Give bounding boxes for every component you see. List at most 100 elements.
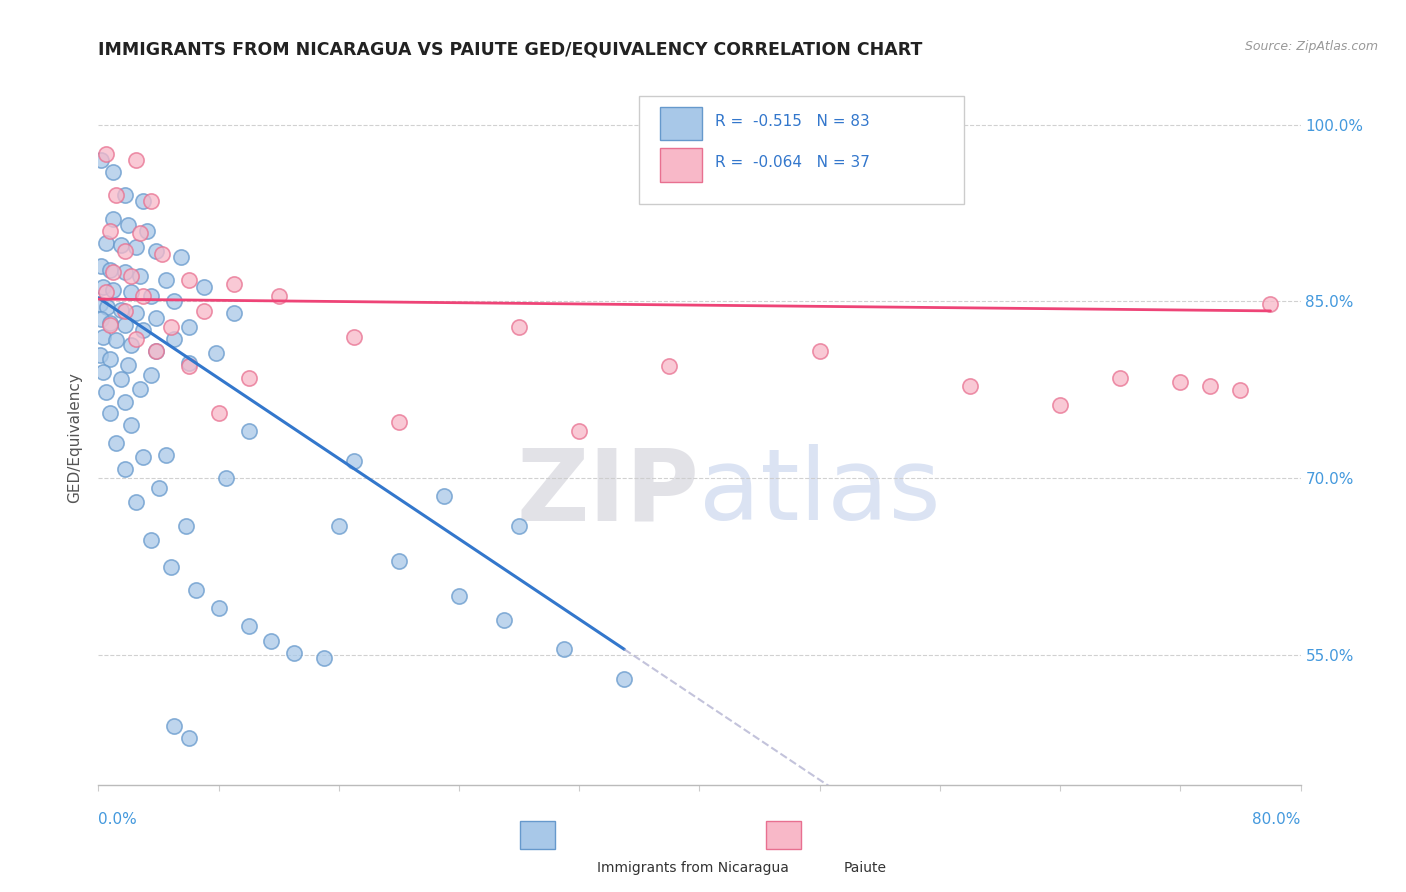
Point bbox=[132, 450, 155, 464]
Point bbox=[100, 316, 122, 330]
Point bbox=[447, 589, 470, 603]
Y-axis label: GED/Equivalency: GED/Equivalency bbox=[67, 372, 83, 502]
Point bbox=[110, 372, 132, 386]
Point bbox=[238, 619, 260, 633]
Point bbox=[100, 407, 122, 421]
Point bbox=[177, 320, 200, 334]
Point bbox=[808, 343, 831, 358]
Point bbox=[114, 304, 136, 318]
Point bbox=[193, 280, 215, 294]
Text: ZIP: ZIP bbox=[516, 444, 700, 541]
Point bbox=[1229, 383, 1251, 397]
Point bbox=[508, 320, 530, 334]
Point bbox=[132, 323, 155, 337]
Point bbox=[159, 320, 181, 334]
Point bbox=[121, 268, 143, 283]
Text: Paiute: Paiute bbox=[844, 862, 887, 875]
Point bbox=[129, 268, 152, 283]
Point bbox=[184, 583, 207, 598]
Point bbox=[193, 304, 215, 318]
Point bbox=[222, 306, 245, 320]
Point bbox=[959, 379, 981, 393]
Point bbox=[177, 359, 200, 374]
Point bbox=[433, 489, 456, 503]
Point bbox=[117, 358, 139, 372]
Point bbox=[222, 277, 245, 291]
Point bbox=[215, 471, 238, 485]
Point bbox=[238, 371, 260, 385]
Point bbox=[100, 352, 122, 367]
Point bbox=[132, 288, 155, 302]
Point bbox=[155, 273, 177, 287]
Point bbox=[91, 365, 114, 379]
Text: Source: ZipAtlas.com: Source: ZipAtlas.com bbox=[1244, 40, 1378, 54]
Bar bbox=[659, 106, 702, 140]
Point bbox=[103, 165, 125, 179]
Point bbox=[145, 343, 167, 358]
Point bbox=[89, 297, 111, 311]
Point bbox=[90, 312, 112, 326]
Point bbox=[150, 247, 173, 261]
Point bbox=[155, 448, 177, 462]
Point bbox=[125, 153, 148, 167]
Point bbox=[139, 194, 162, 209]
Point bbox=[170, 250, 193, 264]
Point bbox=[283, 646, 305, 660]
Point bbox=[89, 347, 111, 361]
Point bbox=[343, 453, 366, 467]
Point bbox=[105, 334, 128, 348]
Point bbox=[94, 385, 117, 400]
Point bbox=[125, 240, 148, 254]
Point bbox=[177, 731, 200, 745]
Point bbox=[139, 533, 162, 547]
Point bbox=[162, 719, 184, 733]
Point bbox=[94, 235, 117, 250]
Point bbox=[1170, 375, 1192, 389]
Point bbox=[162, 294, 184, 309]
Point bbox=[139, 288, 162, 302]
Point bbox=[145, 244, 167, 258]
Point bbox=[159, 559, 181, 574]
Point bbox=[208, 407, 231, 421]
Text: atlas: atlas bbox=[700, 444, 941, 541]
Point bbox=[174, 518, 197, 533]
Point bbox=[343, 330, 366, 344]
Point bbox=[105, 188, 128, 202]
Point bbox=[125, 332, 148, 346]
Point bbox=[114, 394, 136, 409]
Point bbox=[103, 211, 125, 226]
Point bbox=[100, 262, 122, 277]
Point bbox=[208, 601, 231, 615]
Point bbox=[145, 343, 167, 358]
Text: Immigrants from Nicaragua: Immigrants from Nicaragua bbox=[598, 862, 789, 875]
Point bbox=[613, 672, 636, 686]
Point bbox=[90, 153, 112, 167]
Point bbox=[177, 356, 200, 370]
Text: IMMIGRANTS FROM NICARAGUA VS PAIUTE GED/EQUIVALENCY CORRELATION CHART: IMMIGRANTS FROM NICARAGUA VS PAIUTE GED/… bbox=[98, 40, 922, 58]
Point bbox=[114, 188, 136, 202]
Point bbox=[129, 382, 152, 396]
Point bbox=[132, 194, 155, 209]
Point bbox=[388, 415, 411, 429]
Point bbox=[312, 650, 335, 665]
Point bbox=[204, 346, 226, 360]
Point bbox=[328, 518, 350, 533]
Point bbox=[148, 481, 170, 495]
Point bbox=[125, 495, 148, 509]
Point bbox=[94, 285, 117, 299]
Point bbox=[238, 424, 260, 438]
Point bbox=[125, 306, 148, 320]
Point bbox=[553, 642, 575, 657]
Point bbox=[114, 318, 136, 332]
Point bbox=[103, 265, 125, 279]
Point bbox=[494, 613, 516, 627]
Point bbox=[105, 436, 128, 450]
Point bbox=[388, 554, 411, 568]
Point bbox=[162, 332, 184, 346]
Point bbox=[96, 301, 118, 315]
Point bbox=[1199, 379, 1222, 393]
Point bbox=[114, 462, 136, 476]
Point bbox=[100, 224, 122, 238]
Point bbox=[114, 244, 136, 258]
Point bbox=[1109, 371, 1132, 385]
